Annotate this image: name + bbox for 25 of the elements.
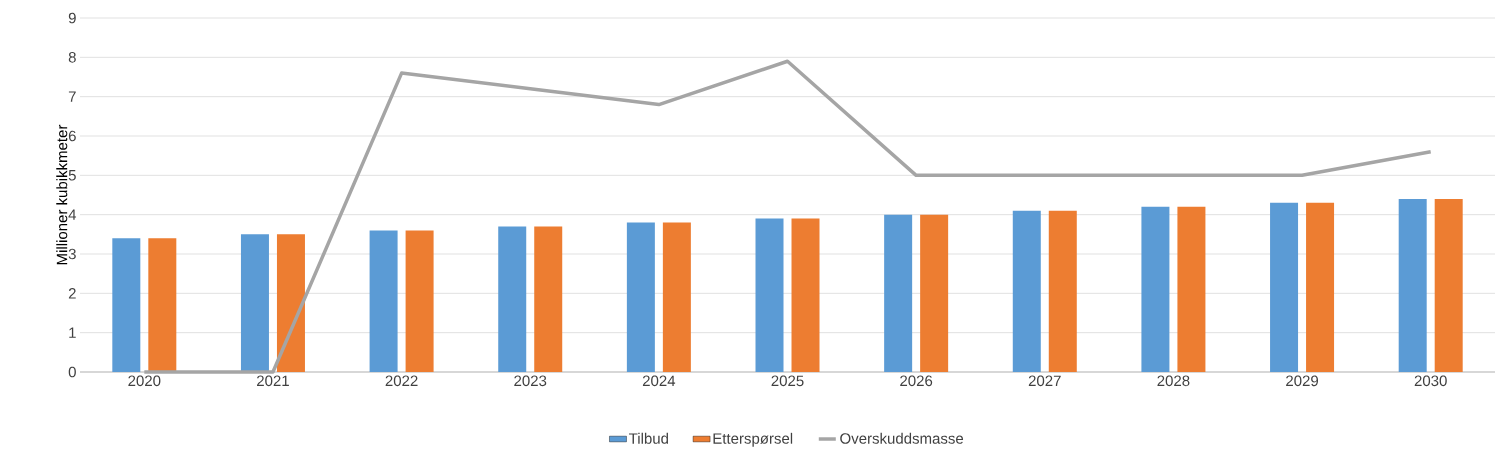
y-tick-label: 7: [68, 91, 76, 102]
x-tick-label: 2026: [900, 375, 933, 387]
x-tick-label: 2021: [257, 375, 289, 387]
y-tick-label: 5: [68, 170, 76, 181]
x-tick-label: 2027: [1028, 375, 1061, 387]
x-tick-label: 2025: [771, 375, 804, 387]
x-tick-label: 2029: [1286, 375, 1319, 387]
y-tick-label: 3: [68, 248, 76, 260]
y-tick-label: 6: [68, 130, 76, 142]
legend-label: Overskuddsmasse: [840, 432, 964, 444]
x-tick-label: 2022: [385, 375, 418, 387]
x-tick-label: 2020: [128, 375, 161, 387]
x-tick-label: 2030: [1414, 375, 1447, 387]
y-tick-label: 4: [68, 209, 77, 220]
x-tick-label: 2024: [642, 375, 676, 387]
legend-label: Etterspørsel: [713, 432, 793, 447]
y-tick-label: 9: [68, 12, 76, 24]
x-tick-label: 2023: [514, 375, 547, 387]
legend-label: Tilbud: [629, 432, 668, 444]
y-tick-label: 2: [68, 288, 76, 299]
y-axis-title: Millioner kubikkmeter: [56, 124, 68, 265]
x-tick-label: 2028: [1157, 375, 1190, 387]
y-tick-label: 0: [68, 366, 76, 378]
y-tick-label: 8: [68, 52, 76, 63]
y-tick-label: 1: [69, 327, 76, 338]
